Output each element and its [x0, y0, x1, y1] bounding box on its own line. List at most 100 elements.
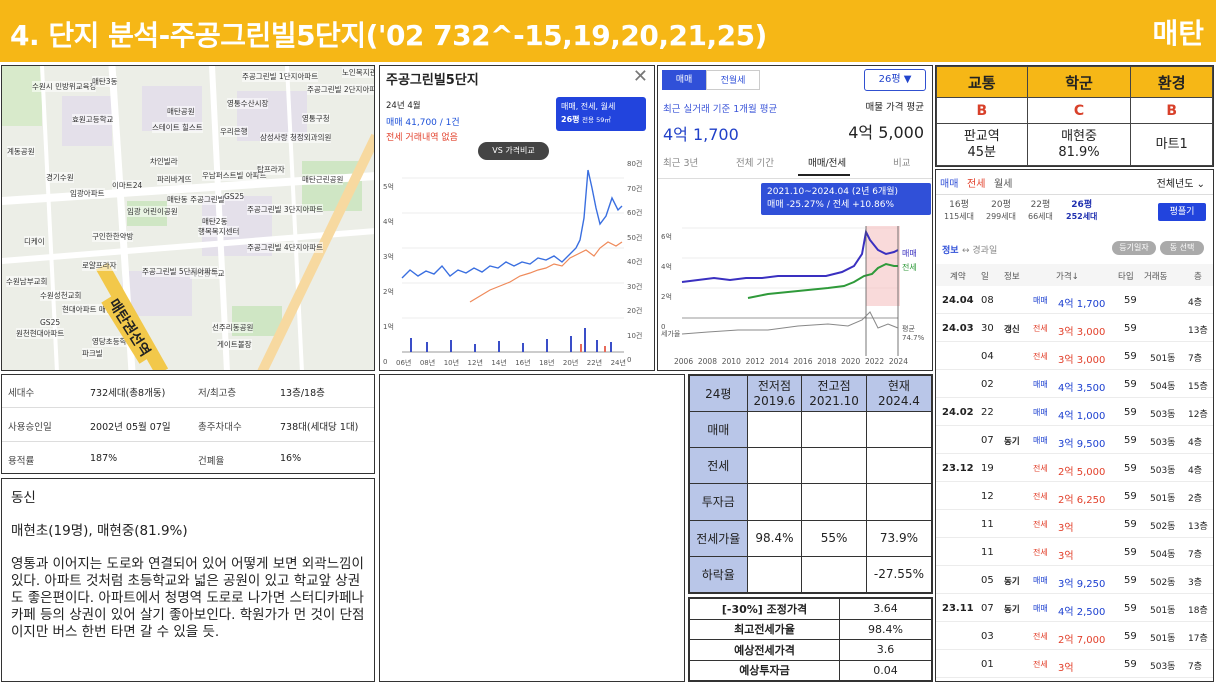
- y-tick: 5억: [383, 183, 394, 191]
- size-units: 115세대: [944, 212, 974, 221]
- range-tab-all[interactable]: 전체 기간: [736, 158, 774, 169]
- price-graph-panel: 주공그린빌5단지 ✕ 24년 4월 매매 41,700 / 1건 전세 거래내역…: [379, 65, 655, 371]
- tx-cell: 3억 3,000: [1058, 355, 1106, 366]
- type-selector-area: 전용 59㎡: [582, 116, 611, 124]
- tx-row[interactable]: 01 전세 3억 59 503동 7층: [936, 651, 1213, 678]
- reg-date-tag[interactable]: 등기일자: [1112, 241, 1156, 255]
- col-header: 거래동: [1144, 272, 1168, 282]
- tx-row[interactable]: 03 전세 2억 7,000 59 501동 17층: [936, 623, 1213, 650]
- tx-cell: 12: [981, 491, 994, 502]
- size-20[interactable]: 20평 299세대: [986, 200, 1016, 222]
- size-22[interactable]: 22평 66세대: [1028, 200, 1053, 222]
- tx-row[interactable]: 23.12 19 전세 2억 5,000 59 503동 4층: [936, 455, 1213, 482]
- year-dropdown[interactable]: 전체년도 ⌄: [1156, 179, 1205, 190]
- map-label: 경기수원: [46, 172, 74, 183]
- tooltip-period: 2021.10~2024.04 (2년 6개월): [767, 187, 899, 197]
- range-tab-3y[interactable]: 최근 3년: [663, 158, 699, 169]
- region-label: 매탄: [1152, 17, 1204, 50]
- map-label: 수원시 민방위교육장: [32, 81, 97, 92]
- exp-label: 최고전세가율: [689, 618, 840, 640]
- y-tick: 6억: [661, 233, 672, 241]
- size-16[interactable]: 16평 115세대: [944, 200, 974, 222]
- tx-row[interactable]: 05 동기 매매 3억 9,250 59 502동 3층: [936, 567, 1213, 594]
- empty-panel: [379, 374, 685, 682]
- tx-row[interactable]: 11 전세 3억 59 504동 7층: [936, 539, 1213, 566]
- tab-rent[interactable]: 전월세: [706, 70, 760, 90]
- calc-header-date: 2024.4: [877, 393, 920, 408]
- x-tick: 16년: [515, 359, 531, 367]
- y-tick: 70건: [627, 184, 643, 193]
- tx-tab-jeonse[interactable]: 전세: [967, 179, 986, 190]
- tx-cell: 동기: [1004, 605, 1020, 615]
- x-tick: 2022: [865, 357, 885, 366]
- map-label: 계동공원: [7, 146, 35, 157]
- jeonse-summary: 전세 거래내역 없음: [386, 133, 458, 143]
- calc-row-label: 전세가율: [689, 519, 748, 557]
- calc-header-text: 전고점: [817, 378, 851, 393]
- size-filter-button[interactable]: 평플기: [1158, 203, 1206, 221]
- tx-row[interactable]: 23.11 07 동기 매매 4억 2,500 59 501동 18층: [936, 595, 1213, 622]
- tx-cell: 11: [981, 519, 994, 530]
- tx-cell: 7층: [1188, 354, 1203, 364]
- tx-cell: 11: [981, 547, 994, 558]
- tx-cell: 59: [1124, 575, 1137, 586]
- info-key: 용적률: [8, 456, 35, 467]
- y-tick: 50건: [627, 233, 643, 242]
- tx-cell: 4억 2,500: [1058, 607, 1106, 618]
- tx-row[interactable]: 11 전세 3억 59 502동 13층: [936, 511, 1213, 538]
- tx-row[interactable]: 24.02 22 매매 4억 1,000 59 503동 12층: [936, 399, 1213, 426]
- map-label: 원천현대아파트: [16, 328, 65, 339]
- building-select-tag[interactable]: 동 선택: [1160, 241, 1204, 255]
- size-label: 20평: [991, 200, 1011, 210]
- y-tick: 0: [383, 358, 388, 366]
- tx-row[interactable]: 24.04 08 매매 4억 1,700 59 4층: [936, 287, 1213, 314]
- calc-row-label: 하락율: [689, 555, 748, 594]
- map-label: 우리은행: [220, 126, 248, 137]
- tx-cell: 23.11: [942, 603, 974, 614]
- tx-tab-monthly[interactable]: 월세: [994, 179, 1013, 190]
- info-key: 건폐율: [198, 456, 225, 467]
- elapsed-toggle[interactable]: ↔ 경과일: [962, 246, 998, 256]
- period-tooltip: 2021.10~2024.04 (2년 6개월) 매매 -25.27% / 전세…: [761, 183, 931, 215]
- tx-cell: 2억 6,250: [1058, 495, 1106, 506]
- tx-row[interactable]: 12 전세 2억 6,250 59 501동 2층: [936, 483, 1213, 510]
- score-header: 학군: [1026, 66, 1132, 98]
- y-tick: 1억: [383, 323, 394, 331]
- tx-cell: 05: [981, 575, 994, 586]
- tx-cell: 59: [1124, 351, 1137, 362]
- tx-cell: 24.04: [942, 295, 974, 306]
- tab-sale[interactable]: 매매: [662, 70, 706, 90]
- tx-row[interactable]: 24.03 30 갱신 전세 3억 3,000 59 13층: [936, 315, 1213, 342]
- map-panel[interactable]: 노인복지관 주공그린빌 1단지아파트 주공그린빌 2단지아파트 수원시 민방위교…: [1, 65, 375, 371]
- tx-row[interactable]: 02 매매 4억 3,500 59 504동 15층: [936, 371, 1213, 398]
- y-tick: 60건: [627, 209, 643, 217]
- vs-compare-button[interactable]: VS 가격비교: [478, 142, 549, 160]
- transactions-panel: 매매 전세 월세 전체년도 ⌄ 16평 115세대 20평 299세대 22평 66세…: [935, 169, 1214, 682]
- tx-cell: 24.02: [942, 407, 974, 418]
- info-value: 187%: [90, 453, 118, 464]
- range-tab-compare[interactable]: 비교: [893, 158, 911, 169]
- tx-cell: 13층: [1188, 326, 1208, 336]
- y-tick: 2억: [661, 293, 672, 301]
- tx-row[interactable]: 04 전세 3억 3,000 59 501동 7층: [936, 343, 1213, 370]
- close-icon[interactable]: ✕: [632, 66, 648, 87]
- type-selector[interactable]: 매매, 전세, 월세 26평 전용 59㎡: [556, 97, 646, 131]
- score-grade: B: [1130, 97, 1213, 124]
- tx-row[interactable]: 07 동기 매매 3억 9,500 59 503동 4층: [936, 427, 1213, 454]
- tx-tab-sale[interactable]: 매매: [940, 179, 959, 190]
- tx-cell: 4억 1,000: [1058, 411, 1106, 422]
- price-calc-table: 24평 전저점 2019.6 전고점 2021.10 현재 2024.4 매매 전세 …: [688, 374, 933, 594]
- calc-header-text: 전저점: [757, 378, 792, 393]
- month-label: 24년 4월: [386, 101, 421, 111]
- size-26[interactable]: 26평 252세대: [1066, 200, 1097, 222]
- y-tick: 80건: [627, 160, 643, 168]
- map-label: 선주리동공원: [212, 322, 254, 333]
- info-toggle[interactable]: 정보: [942, 246, 959, 256]
- tx-cell: 502동: [1150, 578, 1176, 588]
- tx-cell: 59: [1124, 295, 1137, 306]
- y-tick: 2억: [383, 288, 394, 296]
- tx-cell: 17층: [1188, 634, 1208, 644]
- range-tab-sale-jeonse[interactable]: 매매/전세: [808, 158, 847, 169]
- size-dropdown[interactable]: 26평 ▼: [864, 69, 926, 91]
- tx-cell: 4층: [1188, 466, 1203, 476]
